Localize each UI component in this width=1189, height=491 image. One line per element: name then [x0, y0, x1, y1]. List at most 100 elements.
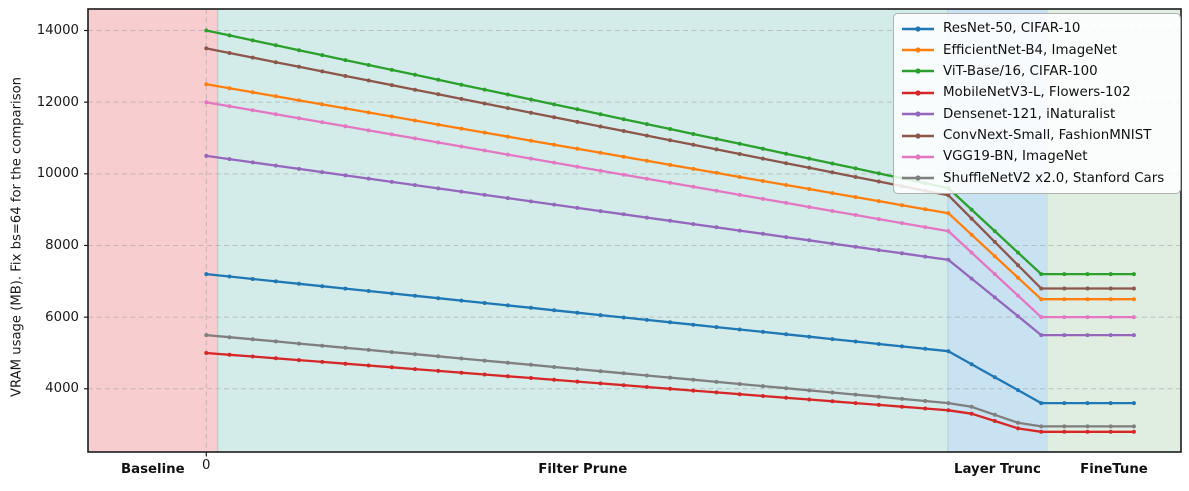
data-point — [273, 43, 278, 48]
data-point — [714, 188, 719, 193]
data-point — [644, 176, 649, 181]
data-point — [1131, 424, 1136, 429]
series-convnext-small-fashionmnist — [204, 46, 1136, 291]
data-point — [1062, 297, 1067, 302]
data-point — [737, 327, 742, 332]
y-tick-label-8000: 8000 — [45, 237, 79, 253]
data-point — [760, 146, 765, 151]
data-point — [204, 100, 209, 105]
legend-item-shufflenetv2-x2-0-stanford-cars: ShuffleNetV2 x2.0, Stanford Cars — [900, 168, 1178, 189]
data-point — [668, 320, 673, 325]
data-point — [830, 399, 835, 404]
legend-item-densenet-121-inaturalist: Densenet-121, iNaturalist — [900, 104, 1178, 125]
data-point — [923, 254, 928, 259]
data-point — [853, 339, 858, 344]
data-point — [250, 108, 255, 113]
data-point — [575, 205, 580, 210]
data-point — [644, 133, 649, 138]
data-point — [204, 272, 209, 277]
data-point — [853, 401, 858, 406]
data-point — [459, 356, 464, 361]
data-point — [482, 358, 487, 363]
data-point — [853, 392, 858, 397]
data-point — [691, 388, 696, 393]
data-point — [1062, 424, 1067, 429]
data-point — [900, 221, 904, 226]
data-point — [436, 354, 441, 359]
data-point — [668, 218, 673, 223]
data-point — [482, 87, 487, 92]
data-point — [876, 402, 881, 407]
data-point — [1085, 297, 1090, 302]
data-point — [389, 114, 394, 119]
y-tick-label-14000: 14000 — [36, 22, 79, 38]
data-point — [297, 98, 301, 103]
data-point — [1062, 272, 1067, 277]
data-point — [1016, 426, 1020, 431]
data-point — [250, 354, 255, 359]
data-point — [204, 153, 209, 158]
data-point — [760, 384, 765, 389]
legend-item-resnet-50-cifar-10: ResNet-50, CIFAR-10 — [900, 18, 1178, 39]
data-point — [552, 115, 557, 120]
data-point — [830, 191, 835, 196]
data-point — [1039, 272, 1044, 277]
data-point — [529, 376, 533, 380]
data-point — [668, 162, 673, 167]
data-point — [691, 377, 696, 382]
data-point — [505, 92, 510, 97]
data-point — [343, 345, 348, 350]
data-point — [273, 94, 278, 99]
data-point — [807, 238, 812, 243]
x-stage-label-layer-trunc: Layer Trunc — [953, 462, 1041, 477]
data-point — [621, 383, 626, 388]
data-point — [830, 390, 835, 395]
series-efficientnet-b4-imagenet — [204, 82, 1136, 302]
y-tick-label-12000: 12000 — [36, 94, 79, 110]
data-point — [204, 333, 209, 338]
data-point — [1039, 429, 1044, 434]
legend-marker-dot — [915, 132, 921, 139]
data-point — [529, 97, 533, 102]
series-mobilenetv3-l-flowers-102 — [204, 351, 1136, 434]
data-point — [366, 347, 371, 352]
data-point — [320, 69, 325, 74]
y-tick-label-10000: 10000 — [36, 166, 79, 182]
data-point — [250, 337, 255, 342]
data-point — [969, 216, 974, 221]
legend-label: MobileNetV3-L, Flowers-102 — [943, 85, 1131, 101]
data-point — [830, 161, 835, 166]
data-point — [204, 46, 209, 51]
data-point — [529, 305, 533, 310]
data-point — [204, 82, 209, 87]
data-point — [575, 107, 580, 112]
data-point — [413, 183, 417, 188]
data-point — [992, 419, 997, 423]
legend: ResNet-50, CIFAR-10 EfficientNet-B4, Imag… — [893, 13, 1181, 194]
data-point — [784, 332, 789, 337]
data-point — [227, 352, 232, 357]
legend-line-swatch — [902, 90, 934, 96]
data-point — [552, 142, 557, 147]
data-point — [621, 129, 626, 133]
legend-marker-dot — [915, 26, 921, 32]
data-point — [343, 58, 348, 63]
data-point — [830, 337, 835, 342]
data-point — [1039, 333, 1044, 338]
data-point — [389, 132, 394, 137]
legend-label: ViT-Base/16, CIFAR-100 — [943, 63, 1098, 79]
data-point — [621, 371, 626, 376]
data-point — [413, 367, 417, 372]
data-point — [273, 60, 278, 65]
data-point — [204, 351, 209, 355]
data-point — [436, 368, 441, 373]
data-point — [784, 200, 789, 205]
data-point — [250, 277, 255, 281]
data-point — [389, 179, 394, 184]
data-point — [1016, 275, 1020, 280]
legend-label: Densenet-121, iNaturalist — [943, 106, 1116, 122]
data-point — [413, 118, 417, 123]
legend-line-swatch — [902, 26, 934, 32]
data-point — [691, 142, 696, 147]
data-point — [459, 189, 464, 194]
